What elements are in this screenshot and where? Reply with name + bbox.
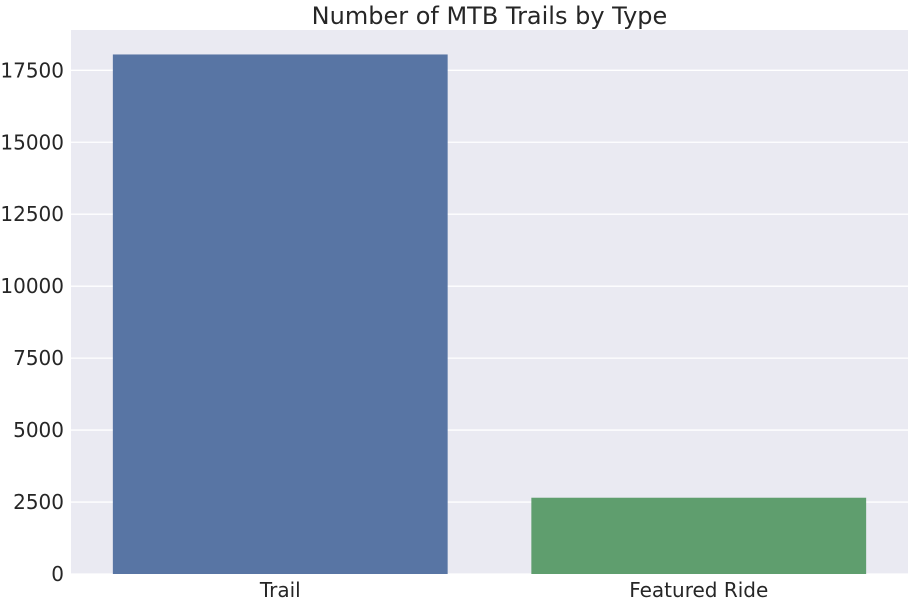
x-tick-label: Trail [259,578,301,602]
x-tick-label: Featured Ride [629,578,768,602]
bars [112,54,867,575]
bar-trail [112,54,448,575]
bar-featured-ride [531,497,867,574]
y-tick-label: 12500 [0,202,64,226]
y-tick-label: 0 [51,562,64,586]
x-axis-ticks: Trail Featured Ride [259,578,768,602]
y-axis-ticks: 0 2500 5000 7500 10000 12500 15000 17500 [0,58,64,586]
chart-title: Number of MTB Trails by Type [312,2,668,30]
y-tick-label: 2500 [13,490,64,514]
y-tick-label: 5000 [13,418,64,442]
y-tick-label: 15000 [0,130,64,154]
y-tick-label: 10000 [0,274,64,298]
y-tick-label: 7500 [13,346,64,370]
y-tick-label: 17500 [0,58,64,82]
